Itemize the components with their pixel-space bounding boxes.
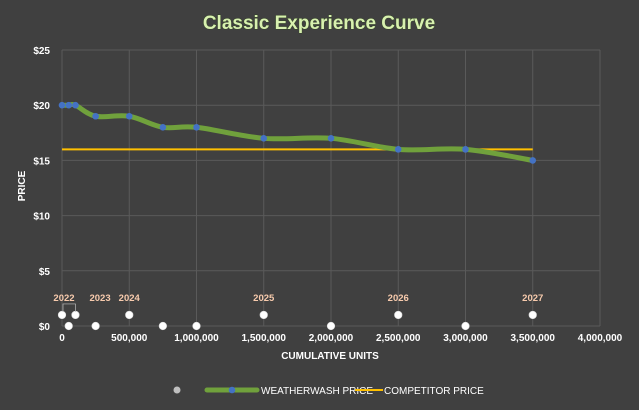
x-tick-label: 3,000,000	[443, 333, 488, 344]
year-annotation: 2026	[388, 293, 409, 304]
y-tick-label: $15	[33, 156, 50, 167]
x-tick-label: 4,000,000	[578, 333, 623, 344]
year-annotation: 2024	[119, 293, 141, 304]
milestone-point	[64, 321, 73, 331]
year-annotation: 2025	[253, 293, 275, 304]
y-tick-label: $25	[33, 46, 50, 57]
chart-title: Classic Experience Curve	[203, 13, 435, 34]
annotation-leader-line	[62, 303, 76, 312]
milestone-point	[91, 321, 100, 331]
gridlines	[61, 49, 601, 327]
x-tick-label: 1,000,000	[174, 333, 219, 344]
year-annotation: 2022	[53, 293, 74, 304]
weatherwash-price-point	[327, 135, 335, 142]
milestone-point	[528, 310, 537, 320]
legend: WEATHERWASH PRICE COMPETITOR PRICE	[173, 386, 484, 397]
weatherwash-price-point	[125, 112, 133, 120]
weatherwash-price-point	[193, 123, 200, 131]
milestone-point	[394, 310, 403, 320]
weatherwash-price-point	[92, 112, 99, 120]
annotation-layer: 2022 2023 2024 2025 2026 2027	[53, 293, 543, 312]
weatherwash-price-point	[260, 135, 268, 142]
x-axis-tick-labels: 0 500,000 1,000,000 1,500,000 2,000,000 2,500…	[59, 333, 622, 344]
milestone-point	[259, 310, 268, 320]
series-layer	[57, 101, 537, 331]
x-tick-label: 2,000,000	[309, 333, 354, 344]
legend-marker-milestones	[173, 386, 181, 394]
y-tick-label: $5	[39, 267, 51, 278]
y-tick-label: $20	[33, 101, 50, 112]
x-axis-label: CUMULATIVE UNITS	[281, 351, 379, 362]
x-tick-label: 1,500,000	[242, 333, 287, 344]
y-axis-tick-labels: $0 $5 $10 $15 $20 $25	[33, 46, 50, 333]
legend-marker-weatherwash	[228, 386, 236, 394]
milestone-point	[461, 321, 470, 331]
y-axis-label: PRICE	[17, 170, 28, 201]
y-tick-label: $10	[33, 212, 50, 223]
weatherwash-price-point	[462, 146, 469, 153]
year-annotation: 2027	[522, 293, 543, 304]
weatherwash-price-point	[58, 101, 66, 109]
milestone-point	[158, 321, 167, 331]
weatherwash-price-point	[159, 123, 167, 131]
milestone-point	[192, 321, 201, 331]
legend-label-competitor: COMPETITOR PRICE	[384, 386, 484, 397]
year-annotation: 2023	[89, 293, 110, 304]
x-tick-label: 3,500,000	[511, 333, 556, 344]
x-tick-label: 2,500,000	[376, 333, 421, 344]
legend-label-weatherwash: WEATHERWASH PRICE	[261, 386, 373, 397]
y-tick-label: $0	[39, 322, 51, 333]
weatherwash-price-point	[394, 146, 402, 153]
milestone-point	[326, 321, 336, 331]
x-tick-label: 0	[59, 333, 65, 344]
weatherwash-price-point	[72, 101, 79, 109]
weatherwash-price-point	[65, 101, 73, 109]
milestone-point	[125, 310, 134, 320]
milestone-point	[71, 310, 80, 320]
x-tick-label: 500,000	[111, 333, 148, 344]
milestone-point	[57, 310, 67, 320]
weatherwash-price-point	[529, 157, 537, 164]
